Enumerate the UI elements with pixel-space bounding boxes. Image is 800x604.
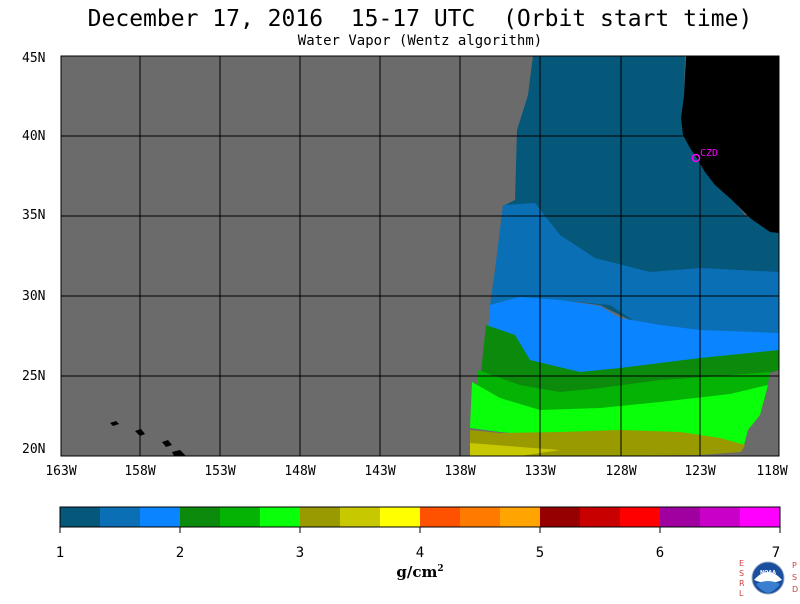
colorbar-units: g/cm2 [396, 563, 443, 581]
colorbar-cell [140, 507, 181, 527]
swath-band-yellow-olive [470, 443, 560, 456]
colorbar-units-exponent: 2 [437, 564, 444, 574]
colorbar-cell [700, 507, 741, 527]
lon-label-128w: 128W [605, 464, 637, 479]
colorbar-cell [420, 507, 461, 527]
map-subtitle: Water Vapor (Wentz algorithm) [297, 33, 543, 49]
swath-band-dark-green [480, 325, 779, 395]
colorbar-cell [540, 507, 581, 527]
colorbar-tick-5: 5 [535, 545, 545, 561]
colorbar-cell [460, 507, 501, 527]
colorbar-cell [580, 507, 621, 527]
colorbar-cell [100, 507, 141, 527]
colorbar-tick-6: 6 [655, 545, 665, 561]
colorbar-cell [500, 507, 541, 527]
lon-label-138w: 138W [444, 464, 476, 479]
lat-label-35n: 35N [22, 208, 46, 223]
map-frame [60, 55, 780, 457]
colorbar-cell [260, 507, 301, 527]
colorbar-tick-1: 1 [55, 545, 65, 561]
hawaii-island-oahu [135, 429, 145, 436]
svg-text:S: S [739, 569, 744, 578]
map-title: December 17, 2016 15-17 UTC (Orbit start… [87, 6, 753, 32]
colorbar-cell [60, 507, 101, 527]
station-marker [691, 153, 701, 163]
lat-label-30n: 30N [22, 289, 46, 304]
lat-label-40n: 40N [22, 129, 46, 144]
lon-label-153w: 153W [204, 464, 236, 479]
colorbar-tick-3: 3 [295, 545, 305, 561]
colorbar-tick-4: 4 [415, 545, 425, 561]
noaa-logo-icon: E S R L NOAA P S D [739, 559, 798, 598]
colorbar-cell [180, 507, 221, 527]
lon-label-123w: 123W [684, 464, 716, 479]
colorbar-cell [740, 507, 781, 527]
north-america-land [681, 56, 779, 233]
colorbar-units-text: g/cm [396, 563, 438, 581]
lon-label-133w: 133W [524, 464, 556, 479]
swath-band-mid-blue [490, 203, 779, 333]
colorbar-cell [300, 507, 341, 527]
colorbar-tick-7: 7 [771, 545, 781, 561]
swath-band-light-blue [486, 297, 779, 378]
lon-label-148w: 148W [284, 464, 316, 479]
svg-text:R: R [739, 579, 745, 588]
lat-label-20n: 20N [22, 442, 46, 457]
lon-label-163w: 163W [45, 464, 77, 479]
svg-text:D: D [792, 585, 798, 594]
lon-label-118w: 118W [756, 464, 788, 479]
colorbar-cell [340, 507, 381, 527]
colorbar-cell [220, 507, 261, 527]
lon-label-158w: 158W [124, 464, 156, 479]
hawaii-island-kauai [110, 421, 119, 426]
svg-text:S: S [792, 573, 797, 582]
colorbar-cell [620, 507, 661, 527]
swath-band-deep-blue [495, 56, 779, 333]
hawaii-island-big [172, 450, 186, 456]
no-data-area [61, 56, 779, 456]
swath-band-olive [470, 430, 745, 456]
svg-text:E: E [739, 559, 744, 568]
lon-label-143w: 143W [364, 464, 396, 479]
colorbar-cell [660, 507, 701, 527]
noaa-esrl-psd-logo: E S R L NOAA P S D [736, 556, 800, 600]
svg-text:P: P [792, 561, 797, 570]
lat-label-25n: 25N [22, 369, 46, 384]
station-label: CZD [700, 148, 718, 159]
lat-label-45n: 45N [22, 51, 46, 66]
colorbar-frame [59, 506, 781, 528]
map-grid [61, 56, 779, 456]
swath-band-bright-green [470, 382, 768, 445]
svg-text:NOAA: NOAA [760, 570, 776, 576]
colorbar-cell [380, 507, 421, 527]
hawaii-island-maui [162, 440, 172, 447]
svg-text:L: L [739, 589, 744, 598]
swath-band-green [475, 370, 770, 418]
colorbar-tick-2: 2 [175, 545, 185, 561]
